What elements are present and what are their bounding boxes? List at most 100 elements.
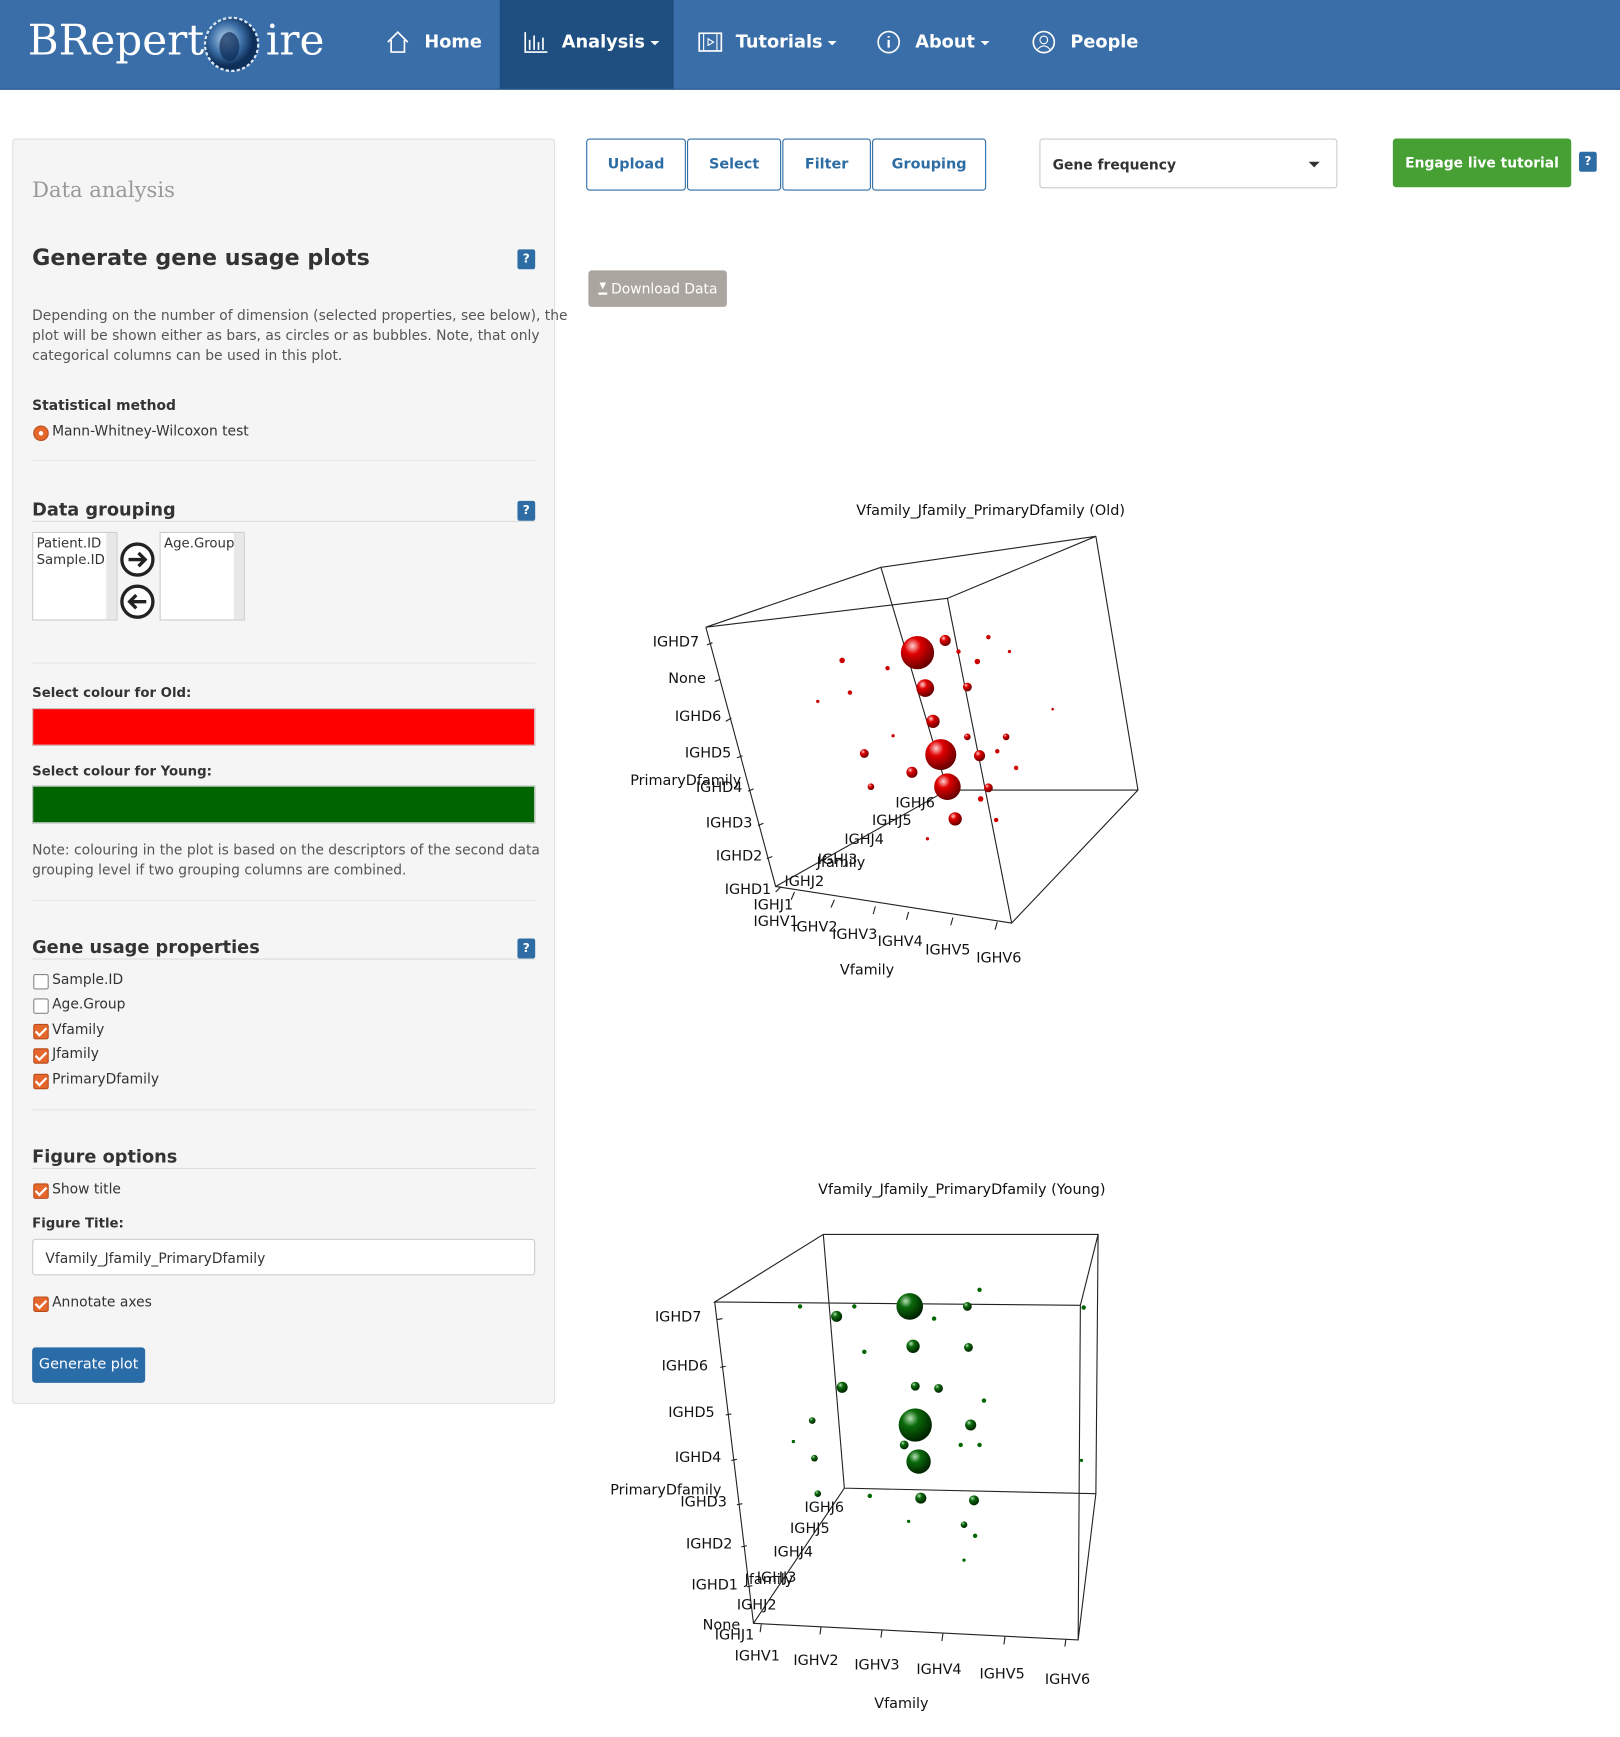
nav-tutorials[interactable]: Tutorials [735, 31, 838, 53]
checkbox[interactable] [33, 1073, 49, 1090]
about-icon [877, 30, 901, 54]
checkbox[interactable] [33, 1296, 49, 1312]
download-button[interactable]: Download Data [588, 270, 727, 307]
help-button[interactable]: ? [517, 938, 536, 959]
z-tick-label: IGHD4 [675, 1450, 721, 1466]
tab-grouping[interactable]: Grouping [872, 138, 987, 191]
y-tick-label: IGHJ3 [757, 1570, 797, 1586]
checkbox[interactable] [33, 998, 49, 1014]
x-axis-label: Vfamily [874, 1696, 929, 1712]
active-tab-bg [499, 0, 674, 89]
z-axis-label: PrimaryDfamily [610, 1482, 722, 1498]
checkbox[interactable] [33, 1183, 49, 1199]
help-button[interactable]: ? [1578, 151, 1597, 172]
colour-swatch[interactable] [32, 708, 536, 746]
select-value: Gene frequency [1052, 156, 1177, 173]
z-tick-label: IGHD4 [696, 780, 742, 796]
generate-button[interactable]: Generate plot [32, 1347, 146, 1383]
note-line: Note: colouring in the plot is based on … [32, 841, 540, 858]
y-tick-label: IGHJ3 [818, 852, 858, 868]
selected-list[interactable]: Age.Group [159, 531, 245, 621]
tab-filter[interactable]: Filter [782, 138, 871, 191]
x-tick-label: IGHV5 [980, 1666, 1025, 1682]
list-item[interactable]: Patient.ID [36, 535, 102, 551]
checkbox-label: PrimaryDfamily [52, 1070, 160, 1088]
plot-type-select[interactable]: Gene frequency [1039, 138, 1338, 189]
divider [32, 459, 536, 461]
tutorial-button[interactable]: Engage live tutorial [1392, 138, 1572, 188]
figure-title-input[interactable]: Vfamily_Jfamily_PrimaryDfamily [32, 1238, 536, 1276]
tab-select[interactable]: Select [687, 138, 782, 191]
x-axis-label: Vfamily [840, 963, 895, 979]
people-icon [1032, 30, 1056, 54]
x-tick-label: IGHV1 [753, 914, 798, 930]
checkbox-label: Sample.ID [52, 970, 124, 988]
analysis-icon [524, 32, 548, 53]
available-list[interactable]: Patient.ID Sample.ID [32, 531, 118, 621]
z-tick-label: IGHD5 [668, 1405, 714, 1421]
y-axis-label: Jfamily [744, 1572, 794, 1588]
y-tick-label: IGHJ6 [895, 795, 935, 811]
radio-label: Mann-Whitney-Wilcoxon test [52, 422, 249, 439]
sidebar-panel [12, 138, 556, 1404]
help-button[interactable]: ? [517, 500, 536, 521]
x-tick-label: IGHV6 [1045, 1672, 1090, 1688]
nav-people[interactable]: People [1070, 31, 1139, 53]
y-tick-label: IGHJ2 [737, 1598, 777, 1614]
y-tick-label: IGHJ4 [773, 1544, 813, 1560]
checkbox[interactable] [33, 1048, 49, 1064]
plot-title: Vfamily_Jfamily_PrimaryDfamily (Young) [818, 1182, 1105, 1198]
z-tick-label: IGHD6 [675, 709, 721, 725]
checkbox-label: Annotate axes [52, 1293, 152, 1310]
checkbox-label: Show title [52, 1180, 121, 1197]
download-label: Download Data [611, 280, 718, 297]
tab-upload[interactable]: Upload [586, 138, 686, 191]
y-tick-label: IGHJ1 [753, 897, 793, 913]
z-tick-label: IGHD7 [655, 1309, 701, 1325]
colour-swatch[interactable] [32, 785, 536, 824]
y-tick-label: IGHJ4 [844, 832, 884, 848]
checkbox-label: Jfamily [52, 1044, 99, 1062]
cube-wireframe [712, 1233, 1099, 1647]
x-tick-label: IGHV2 [792, 919, 837, 935]
list-item[interactable]: Age.Group [163, 535, 235, 551]
z-tick-label: IGHD1 [725, 882, 771, 898]
nav-label: Tutorials [735, 31, 823, 53]
z-tick-label: IGHD3 [706, 815, 752, 831]
x-tick-label: IGHV5 [925, 943, 970, 959]
sidebar-heading: Data analysis [32, 178, 175, 203]
move-buttons[interactable] [119, 541, 157, 623]
radio[interactable] [33, 425, 49, 442]
checkbox[interactable] [33, 1023, 49, 1040]
checkbox[interactable] [33, 973, 49, 990]
description-line: Depending on the number of dimension (se… [32, 306, 568, 324]
figure-title-label: Figure Title: [32, 1215, 124, 1232]
z-tick-label: IGHD2 [686, 1537, 732, 1553]
z-tick-label: None [668, 671, 706, 687]
home-icon [387, 30, 409, 53]
y-axis-label: Jfamily [816, 855, 866, 871]
z-tick-label: IGHD5 [685, 745, 731, 761]
divider [32, 899, 536, 901]
nav-home[interactable]: Home [424, 31, 482, 53]
bubbles [791, 634, 1086, 1562]
z-axis-label: PrimaryDfamily [630, 773, 742, 789]
tutorials-icon [698, 32, 723, 52]
nav-about[interactable]: About [915, 31, 990, 52]
y-tick-label: IGHJ6 [804, 1500, 844, 1516]
divider [32, 662, 536, 664]
x-tick-label: IGHV2 [793, 1653, 838, 1669]
brand[interactable]: BRepert [27, 15, 205, 65]
y-tick-label: IGHJ5 [872, 813, 912, 829]
stat-label: Statistical method [32, 396, 176, 414]
help-button[interactable]: ? [517, 249, 536, 270]
nav-analysis[interactable]: Analysis [562, 31, 660, 52]
navbar: BRepert ire Home Analysis Tutorials Abou… [0, 0, 1620, 90]
brand[interactable]: ire [265, 15, 325, 65]
list-item[interactable]: Sample.ID [36, 551, 105, 568]
section-header: Figure options [32, 1146, 536, 1170]
section-title: Generate gene usage plots [32, 243, 370, 271]
